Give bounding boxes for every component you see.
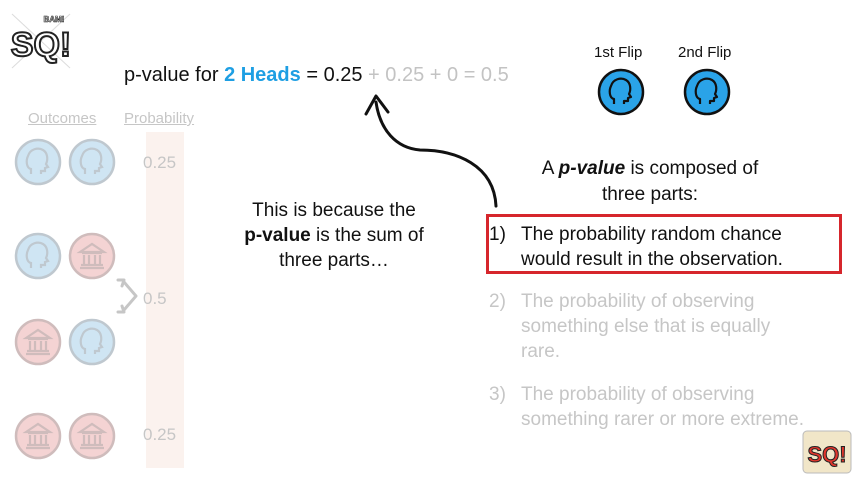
explanation-text: This is because the p-value is the sum o… bbox=[244, 200, 424, 271]
probability-value: 0.5 bbox=[143, 289, 167, 308]
heads-coin-icon bbox=[14, 232, 62, 280]
tails-coin-icon bbox=[14, 412, 62, 460]
formula-faded-rest: + 0.25 + 0 = 0.5 bbox=[362, 64, 509, 86]
heads-coin-icon bbox=[68, 318, 116, 366]
probability-band bbox=[146, 132, 184, 468]
heads-coin-icon bbox=[683, 68, 731, 116]
heads-coin-icon bbox=[14, 138, 62, 186]
first-flip-label: 1st Flip bbox=[594, 44, 643, 61]
statquest-logo: SQ! BAM! bbox=[6, 6, 76, 76]
part-two: 2) The probability of observing something … bbox=[489, 291, 771, 362]
tails-coin-icon bbox=[14, 318, 62, 366]
p-value-italic: p-value bbox=[558, 158, 626, 179]
formula-highlight: 2 Heads bbox=[224, 64, 301, 86]
second-flip-label: 2nd Flip bbox=[678, 44, 732, 61]
curved-arrow-icon bbox=[364, 94, 498, 208]
part-one: 1) The probability random chance would res… bbox=[489, 224, 783, 270]
heads-coin-icon bbox=[68, 138, 116, 186]
svg-text:SQ!: SQ! bbox=[807, 442, 846, 467]
svg-text:SQ!: SQ! bbox=[11, 26, 71, 64]
probability-value: 0.25 bbox=[143, 425, 177, 444]
composition-title: A p-value is composed of three parts: bbox=[541, 158, 759, 205]
part-one-highlight-box bbox=[486, 214, 842, 274]
p-value-formula: p-value for 2 Heads = 0.25 + 0.25 + 0 = … bbox=[124, 64, 509, 86]
probability-value: 0.25 bbox=[143, 153, 177, 172]
bracket-arrow-icon bbox=[116, 278, 138, 314]
outcomes-header: Outcomes bbox=[28, 110, 97, 127]
svg-text:BAM!: BAM! bbox=[44, 15, 65, 24]
tails-coin-icon bbox=[68, 412, 116, 460]
p-value-bold: p-value bbox=[244, 225, 311, 246]
probability-header: Probability bbox=[124, 110, 195, 127]
heads-coin-icon bbox=[597, 68, 645, 116]
tails-coin-icon bbox=[68, 232, 116, 280]
part-three: 3) The probability of observing something … bbox=[489, 384, 804, 430]
statquest-small-logo: SQ! bbox=[802, 430, 852, 474]
